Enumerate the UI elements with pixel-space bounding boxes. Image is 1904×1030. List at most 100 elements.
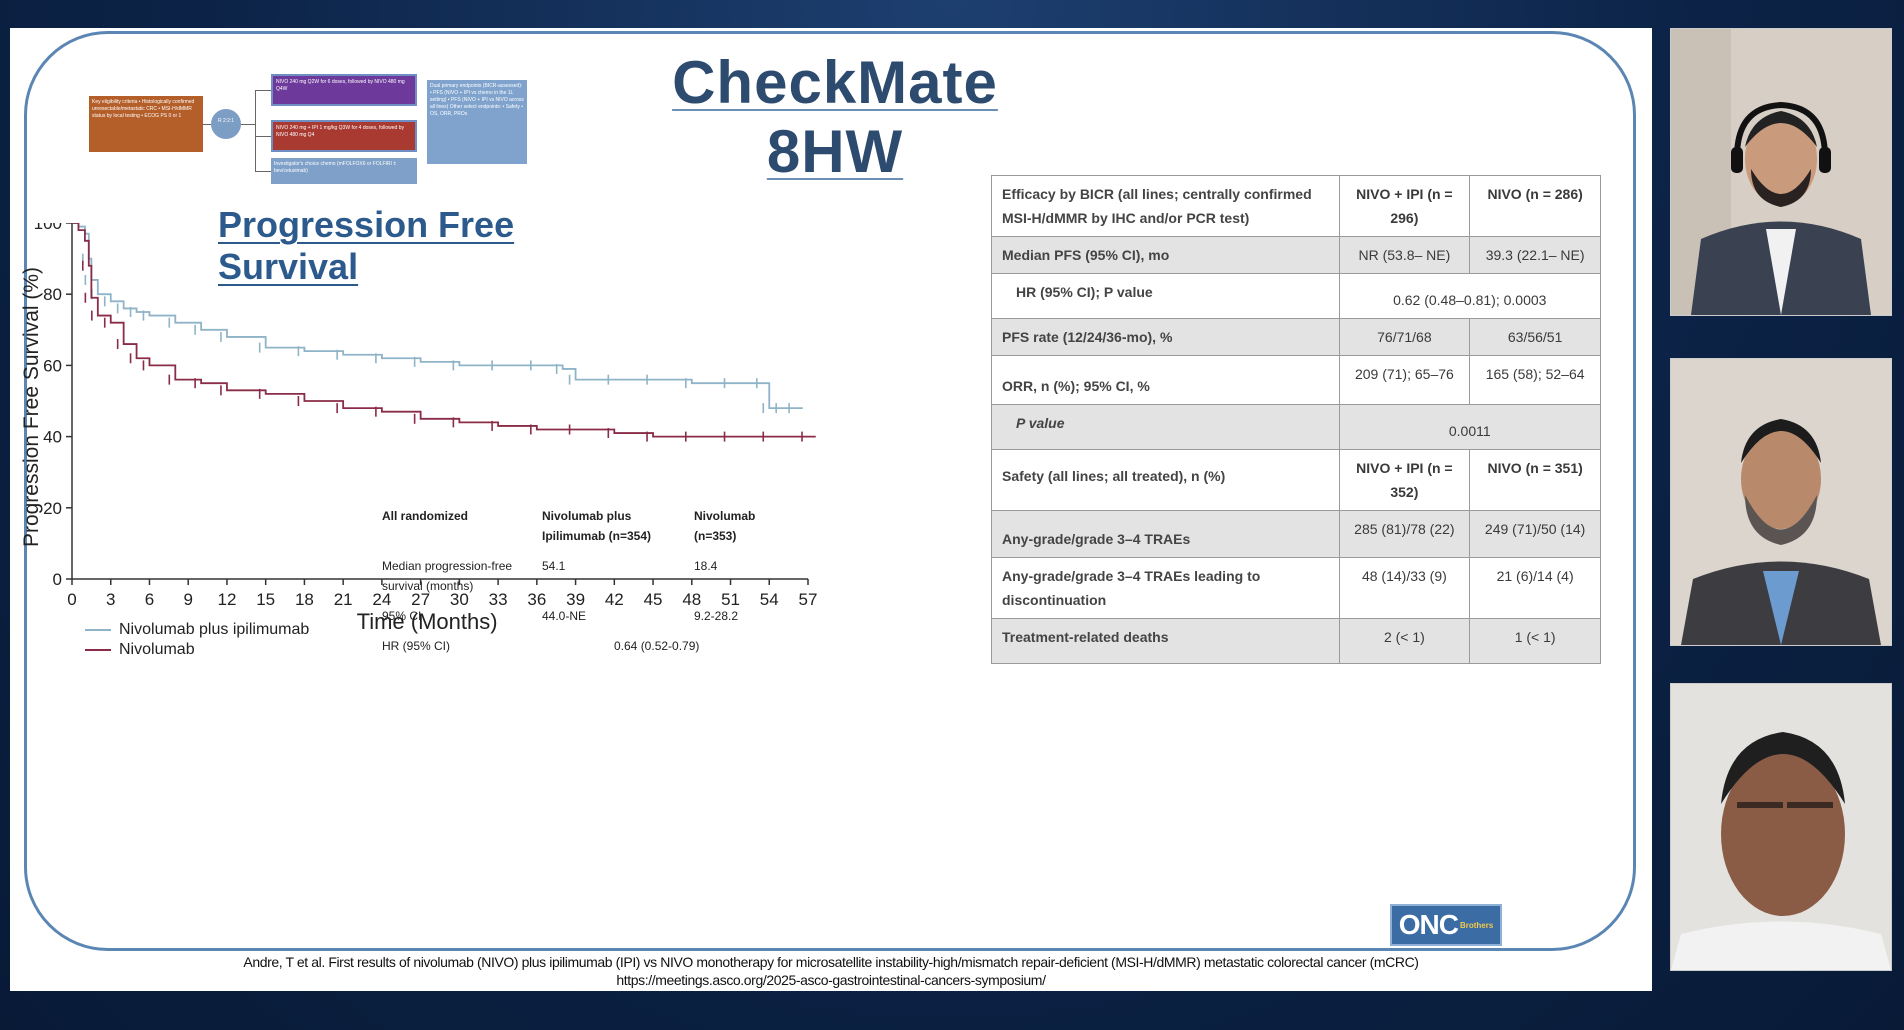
x-tick-label: 54 bbox=[760, 590, 779, 609]
x-tick-label: 51 bbox=[721, 590, 740, 609]
legend-item-nivo: Nivolumab bbox=[85, 640, 309, 660]
x-tick-label: 18 bbox=[295, 590, 314, 609]
orr-label: ORR, n (%); 95% CI, % bbox=[991, 355, 1340, 405]
table-row: HR (95% CI); P value 0.62 (0.48–0.81); 0… bbox=[991, 273, 1602, 319]
connector-line bbox=[203, 124, 211, 125]
stats-hr-value: 0.64 (0.52-0.79) bbox=[614, 639, 700, 653]
discontinuation-nivo-ipi: 48 (14)/33 (9) bbox=[1338, 557, 1471, 619]
x-tick-label: 15 bbox=[256, 590, 275, 609]
hr-value: 0.62 (0.48–0.81); 0.0003 bbox=[1338, 273, 1602, 319]
randomization-circle: R 2:2:1 bbox=[211, 109, 241, 139]
orr-nivo: 165 (58); 52–64 bbox=[1469, 355, 1601, 405]
y-tick-label: 60 bbox=[43, 356, 62, 375]
citation-url: https://meetings.asco.org/2025-asco-gast… bbox=[616, 972, 1046, 988]
hr-label: HR (95% CI); P value bbox=[991, 273, 1340, 319]
participant-video-2[interactable] bbox=[1670, 358, 1892, 646]
efficacy-header-nivo: NIVO (n = 286) bbox=[1469, 175, 1601, 237]
legend-swatch bbox=[85, 649, 111, 651]
table-row: PFS rate (12/24/36-mo), % 76/71/68 63/56… bbox=[991, 318, 1601, 356]
x-axis-label: Time (Months) bbox=[357, 609, 498, 634]
table-row: ORR, n (%); 95% CI, % 209 (71); 65–76 16… bbox=[991, 355, 1601, 405]
any-grade-label: Any-grade/grade 3–4 TRAEs bbox=[991, 510, 1340, 558]
x-tick-label: 3 bbox=[106, 590, 115, 609]
table-row: Safety (all lines; all treated), n (%) N… bbox=[991, 449, 1601, 511]
logo-subtext: Brothers bbox=[1459, 920, 1494, 930]
connector-line bbox=[241, 124, 255, 125]
stats-header-nivo: Nivolumab (n=353) bbox=[694, 509, 756, 543]
safety-header-label: Safety (all lines; all treated), n (%) bbox=[991, 449, 1340, 511]
median-pfs-nivo: 39.3 (22.1– NE) bbox=[1469, 236, 1601, 274]
connector-line bbox=[255, 90, 271, 91]
y-tick-label: 0 bbox=[53, 570, 62, 589]
deaths-nivo: 1 (< 1) bbox=[1469, 618, 1601, 664]
slide-frame bbox=[24, 31, 1636, 951]
legend-swatch bbox=[85, 629, 111, 631]
x-tick-label: 48 bbox=[682, 590, 701, 609]
x-tick-label: 24 bbox=[372, 590, 391, 609]
table-row: P value 0.0011 bbox=[991, 404, 1602, 450]
median-pfs-label: Median PFS (95% CI), mo bbox=[991, 236, 1340, 274]
x-tick-label: 0 bbox=[67, 590, 76, 609]
connector-line bbox=[255, 90, 256, 172]
any-grade-nivo: 249 (71)/50 (14) bbox=[1469, 510, 1601, 558]
participant-avatar bbox=[1671, 359, 1891, 645]
x-tick-label: 39 bbox=[566, 590, 585, 609]
table-row: Any-grade/grade 3–4 TRAEs leading to dis… bbox=[991, 557, 1601, 619]
stats-header-label: All randomized bbox=[382, 509, 469, 523]
p-value-label: P value bbox=[991, 404, 1340, 450]
stats-median-label: Median progression-free survival (months… bbox=[382, 559, 513, 593]
logo-text: ONC bbox=[1398, 909, 1459, 940]
safety-header-nivo-ipi: NIVO + IPI (n = 352) bbox=[1338, 449, 1471, 511]
legend-label: Nivolumab bbox=[119, 641, 195, 658]
stats-median-nivo: 18.4 bbox=[694, 559, 718, 573]
km-curve-nivo bbox=[72, 223, 816, 438]
pfs-rate-nivo-ipi: 76/71/68 bbox=[1338, 318, 1471, 356]
y-tick-label: 100 bbox=[34, 223, 62, 233]
discontinuation-nivo: 21 (6)/14 (4) bbox=[1469, 557, 1601, 619]
x-tick-label: 6 bbox=[145, 590, 154, 609]
presentation-slide: CheckMate 8HW Key eligibility criteria •… bbox=[10, 28, 1652, 991]
km-chart-title: Progression Free Survival bbox=[218, 204, 515, 287]
participant-video-1[interactable] bbox=[1670, 28, 1892, 316]
x-tick-label: 42 bbox=[605, 590, 624, 609]
citation-text: Andre, T et al. First results of nivolum… bbox=[243, 954, 1419, 970]
connector-line bbox=[255, 171, 271, 172]
y-tick-label: 20 bbox=[43, 499, 62, 518]
stats-hr-label: HR (95% CI) bbox=[382, 639, 451, 653]
x-tick-label: 30 bbox=[450, 590, 469, 609]
median-pfs-nivo-ipi: NR (53.8– NE) bbox=[1338, 236, 1471, 274]
deaths-nivo-ipi: 2 (< 1) bbox=[1338, 618, 1471, 664]
stats-ci-nivo: 9.2-28.2 bbox=[694, 609, 739, 623]
any-grade-nivo-ipi: 285 (81)/78 (22) bbox=[1338, 510, 1471, 558]
y-tick-label: 80 bbox=[43, 285, 62, 304]
participant-video-3[interactable] bbox=[1670, 683, 1892, 971]
connector-line bbox=[255, 136, 271, 137]
table-row: Efficacy by BICR (all lines; centrally c… bbox=[991, 175, 1601, 237]
pfs-rate-nivo: 63/56/51 bbox=[1469, 318, 1601, 356]
x-tick-label: 45 bbox=[644, 590, 663, 609]
efficacy-header-nivo-ipi: NIVO + IPI (n = 296) bbox=[1338, 175, 1471, 237]
table-row: Any-grade/grade 3–4 TRAEs 285 (81)/78 (2… bbox=[991, 510, 1601, 558]
eligibility-box: Key eligibility criteria • Histologicall… bbox=[89, 96, 203, 152]
x-tick-label: 9 bbox=[183, 590, 192, 609]
legend-item-nivo-ipi: Nivolumab plus ipilimumab bbox=[85, 620, 309, 640]
slide-title: CheckMate 8HW bbox=[672, 49, 998, 185]
km-curve-nivo-ipi bbox=[72, 223, 803, 410]
pfs-rate-label: PFS rate (12/24/36-mo), % bbox=[991, 318, 1340, 356]
stats-ci-nivo-ipi: 44.0-NE bbox=[542, 609, 587, 623]
legend-label: Nivolumab plus ipilimumab bbox=[119, 621, 310, 638]
y-tick-label: 40 bbox=[43, 428, 62, 447]
x-tick-label: 27 bbox=[411, 590, 430, 609]
orr-nivo-ipi: 209 (71); 65–76 bbox=[1338, 355, 1471, 405]
participant-avatar bbox=[1671, 684, 1891, 970]
efficacy-header-label: Efficacy by BICR (all lines; centrally c… bbox=[991, 175, 1340, 237]
participant-avatar bbox=[1671, 29, 1891, 315]
citation: Andre, T et al. First results of nivolum… bbox=[10, 953, 1652, 989]
arm-nivo-ipi-box: NIVO 240 mg + IPI 1 mg/kg Q3W for 4 dose… bbox=[271, 120, 417, 152]
study-design-diagram: Key eligibility criteria • Histologicall… bbox=[75, 52, 535, 184]
safety-header-nivo: NIVO (n = 351) bbox=[1469, 449, 1601, 511]
arm-chemo-box: Investigator's choice chemo (mFOLFOX6 or… bbox=[271, 158, 417, 184]
table-row: Median PFS (95% CI), mo NR (53.8– NE) 39… bbox=[991, 236, 1601, 274]
stats-median-nivo-ipi: 54.1 bbox=[542, 559, 566, 573]
